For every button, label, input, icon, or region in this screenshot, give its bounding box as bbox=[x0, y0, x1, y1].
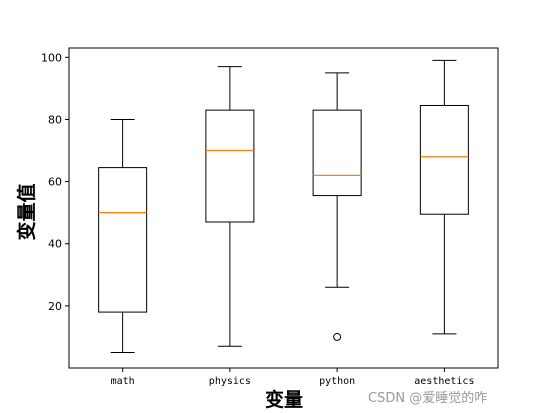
y-tick-label: 80 bbox=[48, 113, 62, 126]
iqr-box bbox=[312, 109, 362, 197]
iqr-box bbox=[205, 109, 255, 223]
y-tick-label: 40 bbox=[48, 238, 62, 251]
x-axis-title: 变量 bbox=[265, 388, 303, 411]
x-tick-label: python bbox=[319, 376, 355, 387]
outlier-point bbox=[333, 332, 342, 341]
iqr-box bbox=[419, 104, 469, 215]
x-tick-label: math bbox=[111, 376, 135, 387]
y-tick-label: 100 bbox=[41, 51, 62, 64]
x-tick-label: physics bbox=[209, 376, 251, 387]
x-tick-label: aesthetics bbox=[414, 376, 474, 387]
watermark-text: CSDN @爱睡觉的咋 bbox=[368, 390, 487, 406]
plot-frame bbox=[68, 47, 499, 369]
y-axis-title: 变量值 bbox=[15, 183, 38, 240]
y-tick-label: 20 bbox=[48, 300, 62, 313]
y-tick-label: 60 bbox=[48, 176, 62, 189]
iqr-box bbox=[98, 167, 148, 313]
